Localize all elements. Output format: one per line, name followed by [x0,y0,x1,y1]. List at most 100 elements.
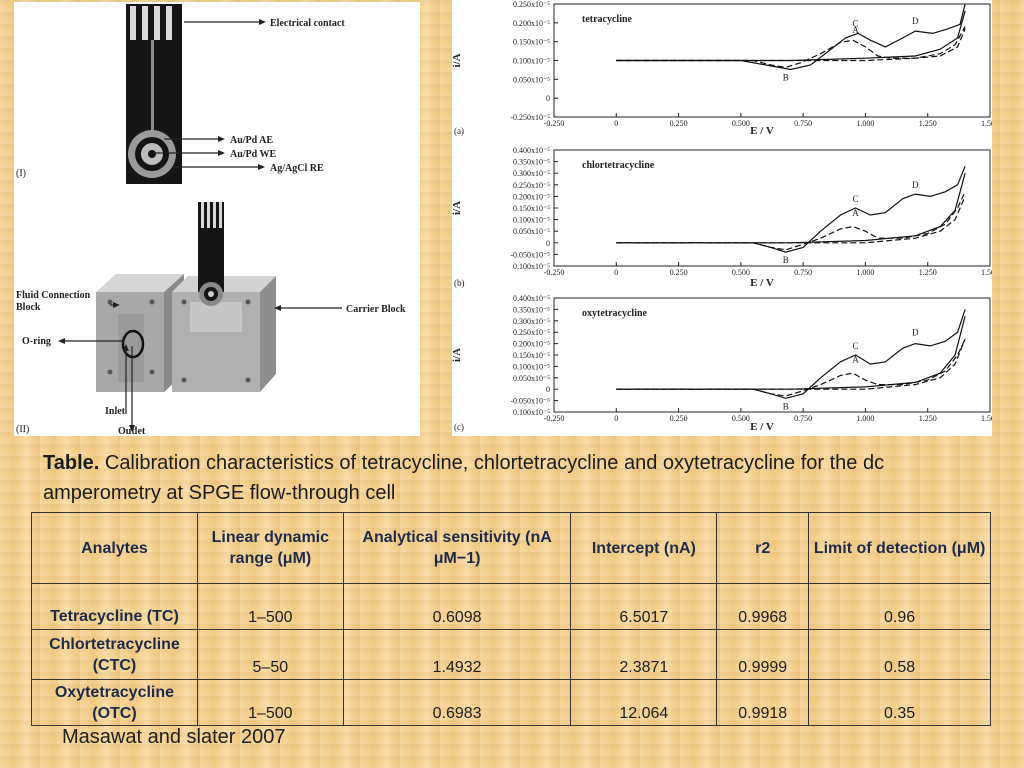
peak-label: A [852,208,859,218]
y-tick-label: 0.150x10⁻⁵ [513,38,550,47]
peak-label: C [852,341,858,351]
series-line [616,338,966,397]
series-line [616,309,966,399]
y-tick-label: 0.250x10⁻⁵ [513,181,550,190]
x-tick-label: 0.750 [794,414,812,423]
y-tick-label: 0.300x10⁻⁵ [513,317,550,326]
cell-sensitivity: 0.6098 [342,583,572,630]
x-tick-label: -0.250 [544,268,565,277]
y-tick-label: 0.300x10⁻⁵ [513,169,550,178]
y-tick-label: 0 [546,239,550,248]
label-o-ring: O-ring [22,336,51,347]
y-tick-label: 0.100x10⁻⁵ [513,216,550,225]
y-tick-label: 0.050x10⁻⁵ [513,75,550,84]
label-outlet: Outlet [118,426,146,436]
cell-range: 1–500 [196,583,344,630]
flow-cell [96,202,276,392]
y-tick-label: -0.050x10⁻⁵ [510,397,550,406]
peak-label: C [852,194,858,204]
panel-label: (a) [454,126,464,136]
y-tick-label: 0.100x10⁻⁵ [513,57,550,66]
y-tick-label: 0.050x10⁻⁵ [513,227,550,236]
cell-analyte: Tetracycline (TC) [31,583,198,630]
y-tick-label: 0.150x10⁻⁵ [513,351,550,360]
y-tick-label: 0.200x10⁻⁵ [513,19,550,28]
x-tick-label: 1.250 [919,414,937,423]
x-tick-label: 0.250 [670,414,688,423]
device-schematic: Electrical contact Au/Pd AE Au/Pd WE Ag/… [16,4,406,437]
peak-label: D [912,327,919,337]
panel-label: (b) [454,278,465,288]
x-axis-label: E / V [750,125,774,137]
series-line [616,338,966,390]
cell-intercept: 6.5017 [570,583,718,630]
peak-label: B [783,73,789,83]
label-re: Ag/AgCl RE [270,163,324,174]
y-axis-label: i/A [452,53,463,67]
x-tick-label: 1.000 [856,268,874,277]
header-r2: r2 [716,512,810,584]
caption-label: Table. [43,452,100,474]
y-tick-label: 0.150x10⁻⁵ [513,204,550,213]
x-tick-label: 0.500 [732,268,750,277]
x-axis-label: E / V [750,277,774,289]
x-tick-label: -0.250 [544,414,565,423]
label-electrical-contact: Electrical contact [270,18,345,29]
label-fluid-connection-block: Block [16,302,41,313]
label-inlet: Inlet [105,406,126,417]
header-sensitivity: Analytical sensitivity (nA μM−1) [342,512,572,584]
y-tick-label: 0.200x10⁻⁵ [513,340,550,349]
peak-label: D [912,180,919,190]
peak-label: C [852,18,858,28]
x-tick-label: 0.250 [670,268,688,277]
table-caption: Table. Calibration characteristics of te… [43,448,943,508]
y-tick-label: 0.200x10⁻⁵ [513,192,550,201]
cell-sensitivity: 1.4932 [342,629,572,680]
series-line [616,191,966,251]
peak-label: D [912,16,919,26]
chart-title: chlortetracycline [582,160,655,171]
series-line [616,3,966,71]
x-tick-label: 0 [614,414,618,423]
y-tick-label: -0.050x10⁻⁵ [510,250,550,259]
y-tick-label: 0.350x10⁻⁵ [513,305,550,314]
cell-analyte: Oxytetracycline (OTC) [31,679,198,726]
y-tick-label: 0.400x10⁻⁵ [513,146,550,155]
header-analytes: Analytes [31,512,198,584]
x-tick-label: 1.500 [981,119,992,128]
table-row: Chlortetracycline (CTC) 5–50 1.4932 2.38… [31,629,991,680]
voltammogram-panel: 0.250x10⁻⁵ 0.200x10⁻⁵ 0.150x10⁻⁵ 0.100x10⁻⁵… [451,0,999,436]
device-schematic-panel: Electrical contact Au/Pd AE Au/Pd WE Ag/… [14,2,420,437]
peak-label: B [783,255,789,265]
x-tick-label: 1.500 [981,268,992,277]
x-axis-label: E / V [750,421,774,433]
x-tick-label: 1.000 [856,414,874,423]
caption-text: Calibration characteristics of tetracycl… [43,452,885,504]
y-tick-label: 0.250x10⁻⁵ [513,0,550,9]
cell-intercept: 12.064 [570,679,718,726]
y-tick-label: 0.400x10⁻⁵ [513,294,550,303]
series-line [616,196,966,244]
header-linear-range: Linear dynamic range (μM) [196,512,344,584]
cell-lod: 0.35 [808,679,991,726]
x-tick-label: 0.500 [732,119,750,128]
table-row: Tetracycline (TC) 1–500 0.6098 6.5017 0.… [31,583,991,630]
series-line [616,165,966,253]
header-intercept: Intercept (nA) [570,512,718,584]
cell-lod: 0.58 [808,629,991,680]
chart-title: oxytetracycline [582,308,648,319]
cell-lod: 0.96 [808,583,991,630]
label-ae: Au/Pd AE [230,135,273,146]
y-tick-label: 0.100x10⁻⁵ [513,408,550,417]
y-tick-label: -0.250x10⁻⁵ [510,113,550,122]
cell-sensitivity: 0.6983 [342,679,572,726]
y-tick-label: 0.350x10⁻⁵ [513,158,550,167]
y-axis-label: i/A [452,348,463,362]
chart-title: tetracycline [582,14,633,25]
x-tick-label: 0.750 [794,119,812,128]
cell-r2: 0.9918 [716,679,810,726]
x-tick-label: -0.250 [544,119,565,128]
calibration-table: Analytes Linear dynamic range (μM) Analy… [31,512,991,726]
label-panel-i: (I) [16,168,26,179]
y-tick-label: 0.250x10⁻⁵ [513,328,550,337]
